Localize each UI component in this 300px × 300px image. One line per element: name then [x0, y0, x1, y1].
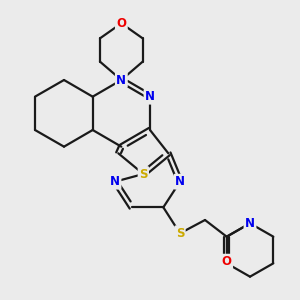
Text: N: N: [175, 175, 185, 188]
Text: N: N: [116, 74, 126, 86]
Text: S: S: [176, 227, 184, 240]
Text: N: N: [245, 217, 255, 230]
Text: S: S: [139, 167, 148, 181]
Text: O: O: [116, 17, 126, 30]
Text: N: N: [145, 90, 155, 103]
Text: N: N: [110, 175, 120, 188]
Text: O: O: [222, 255, 232, 268]
